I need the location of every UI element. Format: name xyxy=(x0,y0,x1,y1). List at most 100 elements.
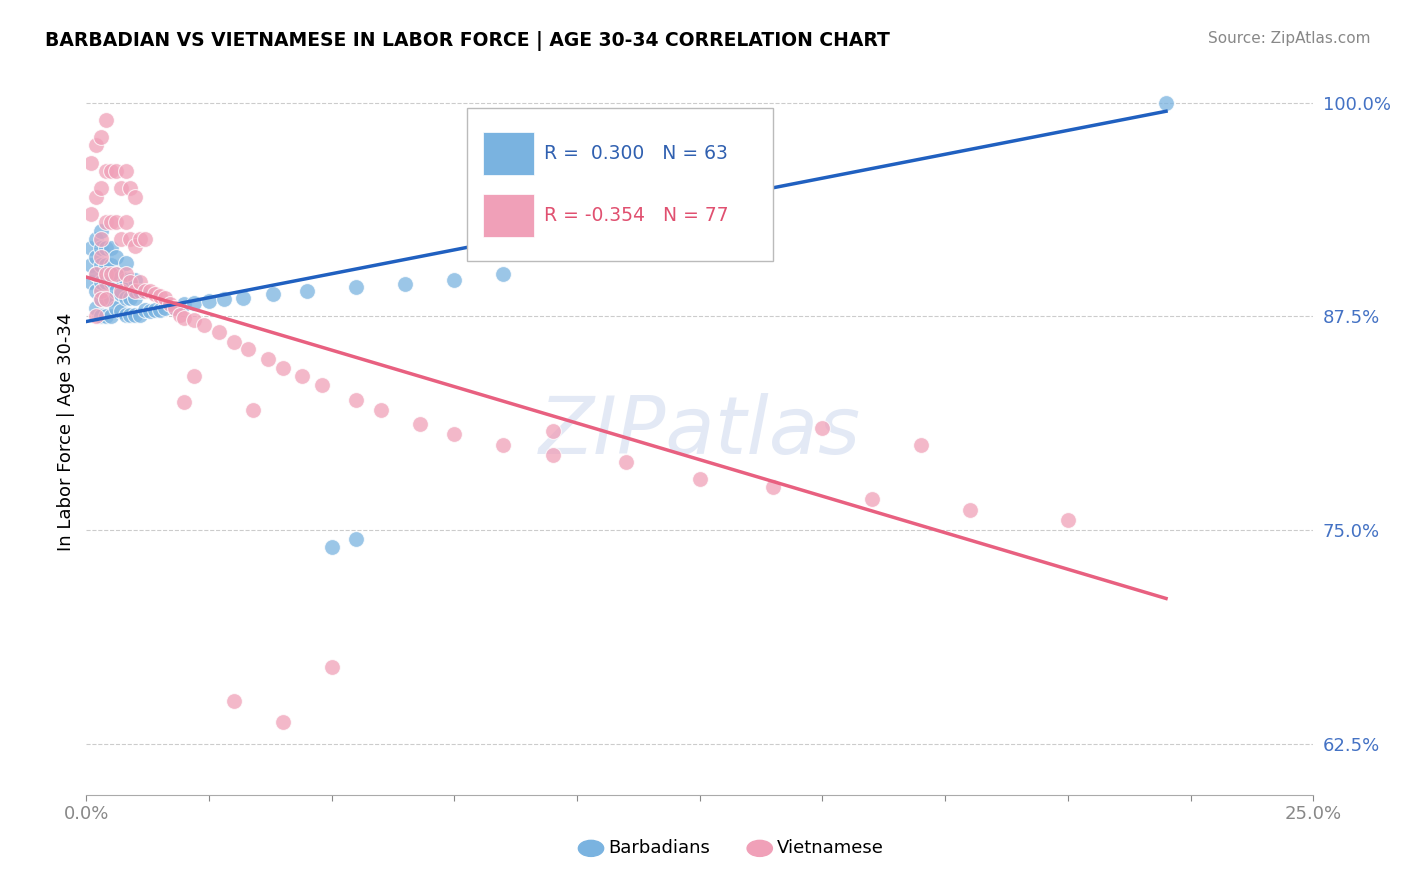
Point xyxy=(163,301,186,315)
Point xyxy=(169,308,191,322)
Point xyxy=(344,532,367,546)
Point xyxy=(183,295,205,310)
Point xyxy=(120,275,142,289)
Point xyxy=(183,313,205,327)
Point xyxy=(100,293,122,307)
Point xyxy=(120,291,142,305)
Text: R =  0.300   N = 63: R = 0.300 N = 63 xyxy=(544,144,728,163)
Text: ZIPatlas: ZIPatlas xyxy=(538,392,860,471)
Point xyxy=(110,304,132,318)
Point xyxy=(124,190,146,204)
FancyBboxPatch shape xyxy=(482,194,534,237)
Point xyxy=(90,258,112,272)
Point xyxy=(84,284,107,298)
FancyBboxPatch shape xyxy=(467,109,773,261)
Point xyxy=(114,291,136,305)
Point xyxy=(90,224,112,238)
Point xyxy=(173,311,195,326)
Point xyxy=(114,308,136,322)
Point xyxy=(959,502,981,516)
Point xyxy=(321,540,343,554)
Point xyxy=(134,302,156,317)
Point xyxy=(90,181,112,195)
Point xyxy=(94,258,117,272)
Point xyxy=(1154,95,1177,110)
Point xyxy=(139,284,162,298)
Point xyxy=(811,420,834,434)
Point xyxy=(212,293,235,307)
Text: BARBADIAN VS VIETNAMESE IN LABOR FORCE | AGE 30-34 CORRELATION CHART: BARBADIAN VS VIETNAMESE IN LABOR FORCE |… xyxy=(45,31,890,51)
Point xyxy=(262,287,284,301)
Point xyxy=(84,267,107,281)
Point xyxy=(84,232,107,246)
Point xyxy=(100,310,122,324)
Point xyxy=(344,393,367,408)
Point xyxy=(271,360,294,375)
Point xyxy=(100,215,122,229)
Point xyxy=(198,293,221,308)
Point xyxy=(80,258,103,272)
Point xyxy=(394,277,416,291)
Point xyxy=(120,232,142,246)
Point xyxy=(94,267,117,281)
Point xyxy=(114,267,136,281)
Point xyxy=(114,256,136,270)
Point xyxy=(124,239,146,253)
Point xyxy=(124,291,146,305)
Point xyxy=(183,369,205,384)
Point xyxy=(321,660,343,674)
Point xyxy=(90,310,112,324)
Point xyxy=(492,267,515,281)
Point xyxy=(614,455,637,469)
Point xyxy=(90,293,112,307)
Point xyxy=(311,377,333,392)
Point xyxy=(134,284,156,298)
Point xyxy=(149,289,172,303)
Point xyxy=(110,287,132,301)
Point xyxy=(409,417,432,431)
Point xyxy=(129,308,152,322)
Point xyxy=(257,352,280,367)
Point xyxy=(110,232,132,246)
Point xyxy=(124,308,146,322)
Point xyxy=(143,287,166,301)
Point xyxy=(271,714,294,729)
Point xyxy=(129,275,152,289)
Point xyxy=(100,241,122,255)
Point xyxy=(94,310,117,324)
Point xyxy=(208,325,231,339)
Point xyxy=(114,273,136,287)
Point xyxy=(90,241,112,255)
Point xyxy=(124,273,146,287)
Point xyxy=(232,291,254,305)
Point xyxy=(110,181,132,195)
Point xyxy=(84,301,107,315)
Point xyxy=(222,694,245,708)
Point xyxy=(90,232,112,246)
Point xyxy=(100,267,122,281)
Point xyxy=(104,301,127,315)
Point xyxy=(84,310,107,324)
Point xyxy=(94,293,117,307)
Point xyxy=(344,280,367,294)
Point xyxy=(80,275,103,289)
Point xyxy=(110,270,132,285)
Point xyxy=(80,207,103,221)
Point xyxy=(90,275,112,289)
Point xyxy=(762,480,785,494)
Point xyxy=(370,403,392,417)
Point xyxy=(541,448,564,462)
Point xyxy=(295,284,318,298)
Point xyxy=(291,369,314,384)
Point xyxy=(104,164,127,178)
Point xyxy=(1057,513,1080,527)
Point xyxy=(222,334,245,349)
Point xyxy=(94,241,117,255)
Point xyxy=(149,302,172,317)
Point xyxy=(134,232,156,246)
Point xyxy=(84,138,107,153)
Point xyxy=(193,318,215,332)
Point xyxy=(443,427,465,442)
Point xyxy=(104,250,127,264)
Point xyxy=(110,284,132,298)
